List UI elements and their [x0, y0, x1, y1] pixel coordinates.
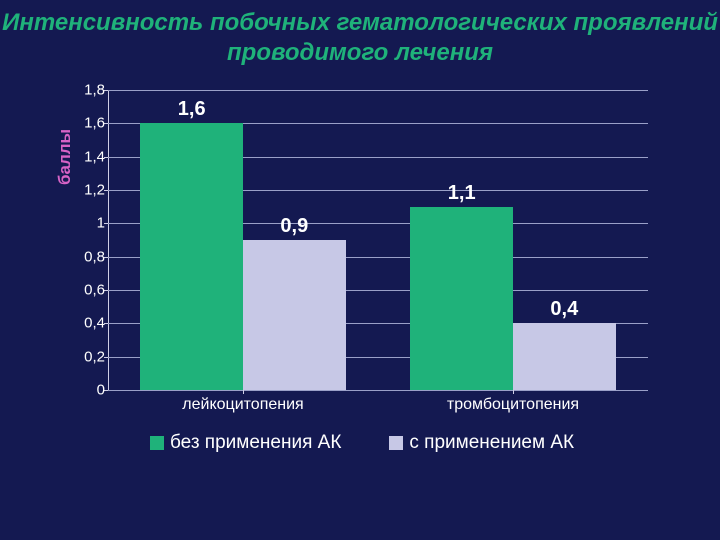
y-tick-label: 1,6 — [84, 115, 105, 132]
bar-value-label: 0,4 — [550, 298, 578, 321]
y-tick-label: 1,4 — [84, 148, 105, 165]
y-axis-line — [108, 90, 109, 390]
bar: 0,4 — [513, 323, 616, 390]
legend-label: без применения АК — [170, 432, 341, 454]
y-tick-label: 0,6 — [84, 282, 105, 299]
x-tick-mark — [513, 390, 514, 394]
legend-label: с применением АК — [409, 432, 574, 454]
plot-area: 00,20,40,60,811,21,41,61,8лейкоцитопения… — [108, 90, 648, 390]
legend-item: без применения АК — [150, 432, 341, 454]
category-label: лейкоцитопения — [182, 396, 303, 414]
chart-area: 00,20,40,60,811,21,41,61,8лейкоцитопения… — [108, 90, 648, 390]
y-tick-label: 0,2 — [84, 348, 105, 365]
y-tick-label: 0 — [97, 382, 105, 399]
y-tick-label: 1 — [97, 215, 105, 232]
y-tick-label: 0,8 — [84, 248, 105, 265]
y-tick-label: 1,2 — [84, 182, 105, 199]
gridline — [108, 390, 648, 391]
y-axis-label: баллы — [55, 129, 75, 185]
bar: 0,9 — [243, 240, 346, 390]
y-tick-label: 1,8 — [84, 82, 105, 99]
category-label: тромбоцитопения — [447, 396, 579, 414]
slide-root: Интенсивность побочных гематологических … — [0, 0, 720, 540]
bar: 1,6 — [140, 123, 243, 390]
chart-title: Интенсивность побочных гематологических … — [0, 8, 720, 68]
gridline — [108, 90, 648, 91]
bar: 1,1 — [410, 207, 513, 390]
bar-value-label: 0,9 — [280, 215, 308, 238]
legend-swatch — [150, 436, 164, 450]
legend-swatch — [389, 436, 403, 450]
bar-value-label: 1,1 — [448, 182, 476, 205]
bar-value-label: 1,6 — [178, 98, 206, 121]
legend: без применения АК с применением АК — [150, 432, 574, 454]
legend-item: с применением АК — [389, 432, 574, 454]
y-tick-label: 0,4 — [84, 315, 105, 332]
x-tick-mark — [243, 390, 244, 394]
